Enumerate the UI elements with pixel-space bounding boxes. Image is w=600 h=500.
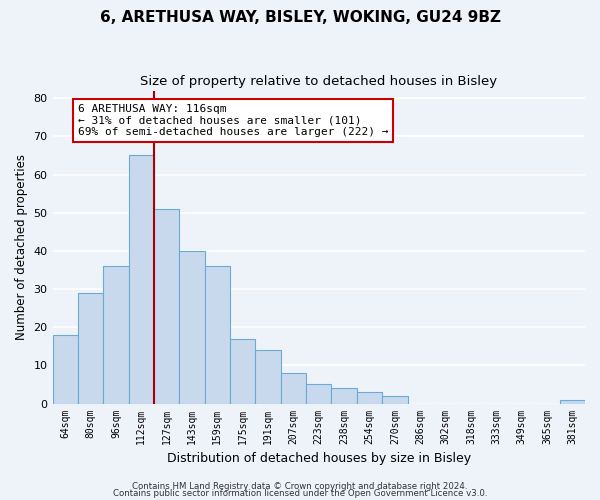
X-axis label: Distribution of detached houses by size in Bisley: Distribution of detached houses by size … [167,452,471,465]
Bar [78,293,103,404]
Bar [281,373,306,404]
Bar [382,396,407,404]
Text: Contains HM Land Registry data © Crown copyright and database right 2024.: Contains HM Land Registry data © Crown c… [132,482,468,491]
Bar [154,209,179,404]
Bar [560,400,585,404]
Bar [306,384,331,404]
Y-axis label: Number of detached properties: Number of detached properties [15,154,28,340]
Bar [331,388,357,404]
Title: Size of property relative to detached houses in Bisley: Size of property relative to detached ho… [140,75,497,88]
Bar [357,392,382,404]
Bar [103,266,128,404]
Text: 6, ARETHUSA WAY, BISLEY, WOKING, GU24 9BZ: 6, ARETHUSA WAY, BISLEY, WOKING, GU24 9B… [100,10,500,25]
Bar [53,335,78,404]
Text: 6 ARETHUSA WAY: 116sqm
← 31% of detached houses are smaller (101)
69% of semi-de: 6 ARETHUSA WAY: 116sqm ← 31% of detached… [78,104,388,137]
Bar [128,156,154,404]
Bar [205,266,230,404]
Bar [179,251,205,404]
Bar [230,338,256,404]
Text: Contains public sector information licensed under the Open Government Licence v3: Contains public sector information licen… [113,489,487,498]
Bar [256,350,281,404]
